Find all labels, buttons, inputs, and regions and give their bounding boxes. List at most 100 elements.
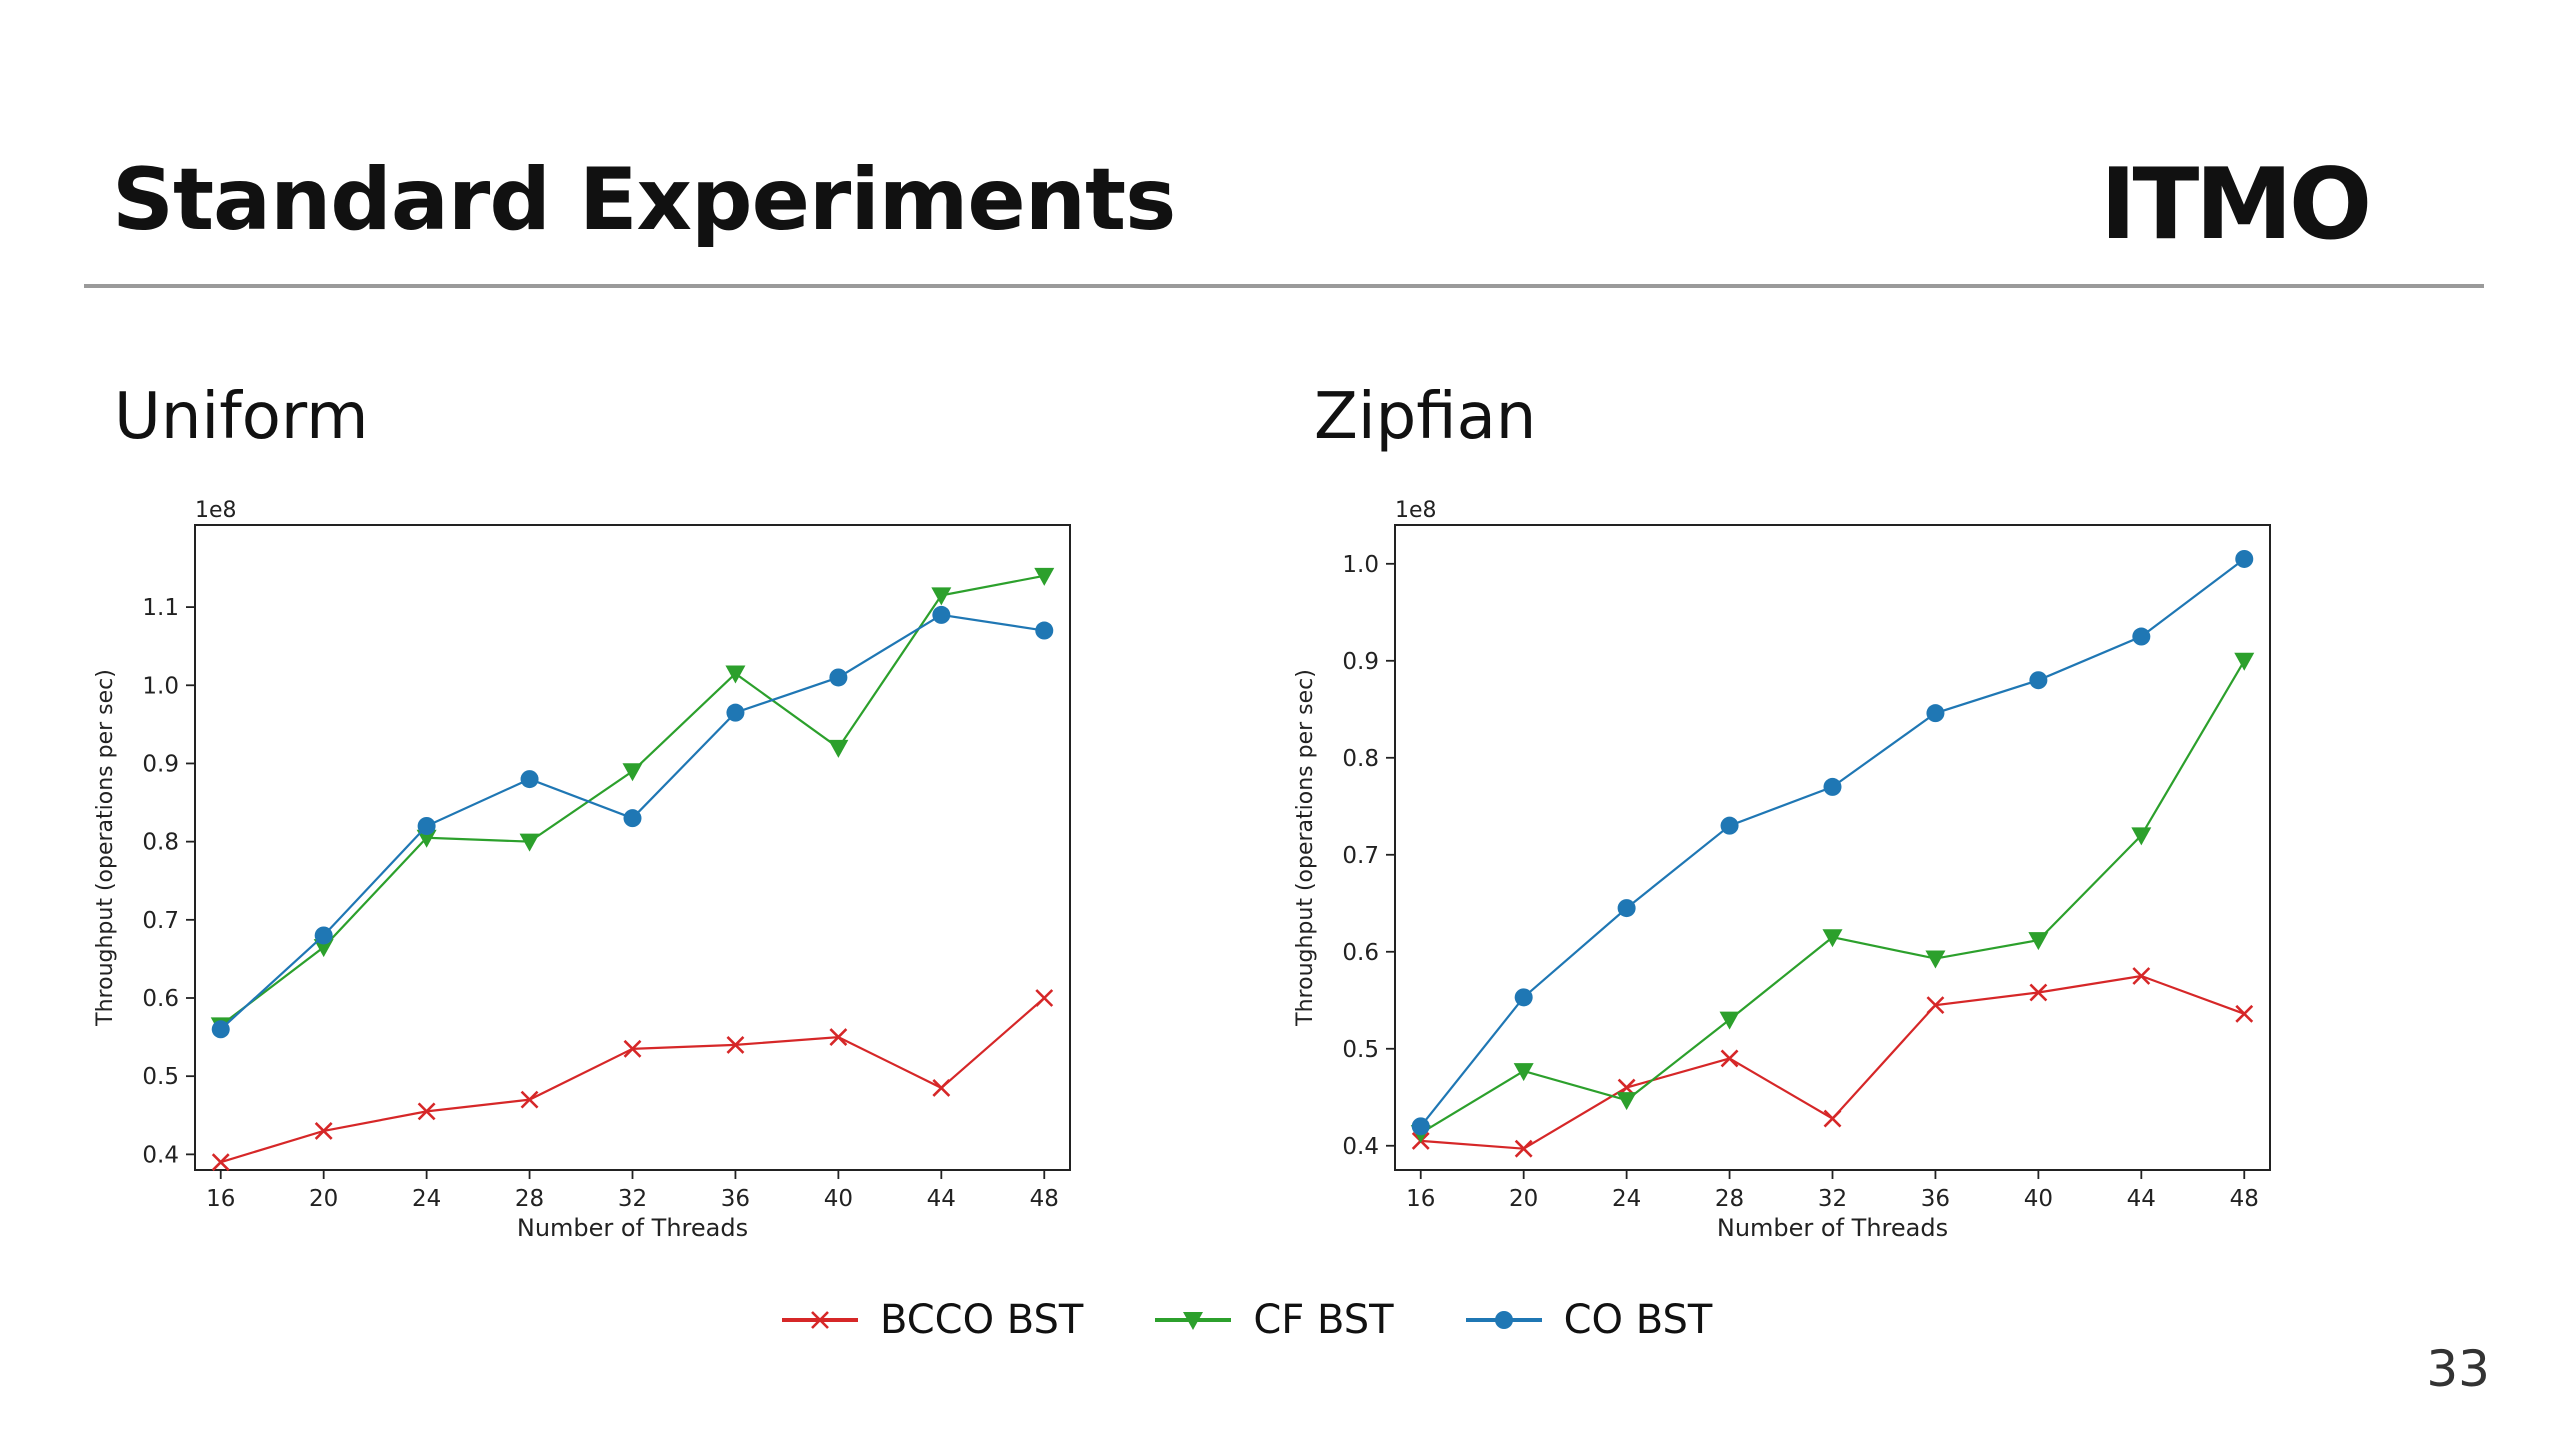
data-point-cf-bst: [519, 833, 540, 852]
y-offset-label: 1e8: [1395, 498, 1437, 523]
y-tick-label: 0.4: [1342, 1134, 1379, 1160]
data-point-bcco-bst: [1926, 996, 1945, 1015]
data-point-co-bst: [1411, 1117, 1430, 1136]
x-tick-label: 16: [206, 1186, 235, 1212]
uniform-chart-title: Uniform: [114, 380, 369, 454]
data-point-bcco-bst: [1514, 1139, 1533, 1158]
data-point-co-bst: [2235, 549, 2254, 568]
y-offset-label: 1e8: [195, 498, 237, 523]
data-point-cf-bst: [931, 587, 952, 606]
y-axis-label: Throughput (operations per sec): [1293, 669, 1318, 1027]
legend-swatch-bcco: [782, 1311, 858, 1329]
series-cf-bst: [1410, 652, 2255, 1144]
y-tick-label: 0.6: [1342, 940, 1379, 966]
data-point-co-bst: [1720, 816, 1739, 835]
data-point-bcco-bst: [211, 1153, 230, 1172]
y-tick-label: 0.7: [142, 908, 179, 934]
data-point-cf-bst: [1513, 1063, 1534, 1082]
legend-label-co: CO BST: [1563, 1297, 1713, 1343]
data-point-cf-bst: [1034, 567, 1055, 586]
x-tick-label: 48: [1030, 1186, 1059, 1212]
data-point-co-bst: [932, 605, 951, 624]
data-point-co-bst: [726, 703, 745, 722]
series-line-bcco-bst: [1420, 974, 2245, 1150]
data-point-cf-bst: [2234, 652, 2255, 671]
x-tick-label: 32: [618, 1186, 647, 1212]
data-point-bcco-bst: [623, 1039, 642, 1058]
data-point-bcco-bst: [932, 1078, 951, 1097]
y-tick-label: 0.7: [1342, 843, 1379, 869]
series-line-co-bst: [1419, 558, 2245, 1128]
data-point-cf-bst: [622, 763, 643, 782]
chart-legend: BCCO BST CF BST CO BST: [780, 1290, 1712, 1350]
zipfian-chart: 1e8 16 20 24 28 32 36 40 44 48 0.4 0.5 0.6 0.7 0.8 0.9 1…: [1290, 490, 2370, 1254]
data-point-cf-bst: [725, 665, 746, 684]
chart-0-svg: 1e8 16 20 24 28 32 36 40 44 48 0.4 0.5 0.6 0.7 0.8 0.9 1…: [93, 498, 1071, 1242]
y-tick-label: 0.9: [142, 751, 179, 777]
itmo-logo: ITMO: [2100, 148, 2372, 262]
data-point-bcco-bst: [417, 1102, 436, 1121]
x-tick-label: 40: [2024, 1186, 2053, 1212]
y-tick-label: 1.0: [142, 673, 179, 699]
data-point-bcco-bst: [520, 1090, 539, 1109]
data-point-bcco-bst: [2235, 1004, 2254, 1023]
x-tick-label: 20: [1509, 1186, 1538, 1212]
y-tick-label: 0.9: [1342, 649, 1379, 675]
data-point-co-bst: [417, 817, 436, 835]
series-cf-bst: [210, 567, 1055, 1036]
x-tick-label: 20: [309, 1186, 338, 1212]
legend-marker-bcco-bst: [811, 1311, 829, 1329]
y-tick-label: 1.1: [142, 595, 179, 621]
x-axis-label: Number of Threads: [1717, 1214, 1948, 1242]
legend-item-cf: CF BST: [1153, 1297, 1394, 1343]
legend-marker-cf-bst: [1183, 1312, 1204, 1330]
x-tick-label: 44: [2127, 1186, 2156, 1212]
x-tick-label: 24: [412, 1186, 441, 1212]
series-co-bst: [211, 605, 1054, 1039]
y-tick-label: 0.5: [1342, 1037, 1379, 1063]
x-tick-label: 28: [515, 1186, 544, 1212]
data-point-co-bst: [623, 809, 642, 828]
data-point-cf-bst: [2131, 827, 2152, 846]
legend-marker-co-bst: [1494, 1311, 1513, 1329]
header-divider: [84, 284, 2484, 288]
x-tick-label: 40: [824, 1186, 853, 1212]
data-point-bcco-bst: [314, 1121, 333, 1140]
data-point-cf-bst: [1925, 950, 1946, 969]
x-tick-label: 16: [1406, 1186, 1435, 1212]
data-point-co-bst: [520, 770, 539, 789]
x-tick-label: 36: [1921, 1186, 1950, 1212]
data-point-co-bst: [1035, 621, 1054, 640]
legend-item-bcco: BCCO BST: [780, 1297, 1083, 1343]
data-point-cf-bst: [313, 939, 334, 958]
data-point-cf-bst: [2028, 932, 2049, 951]
y-tick-label: 0.4: [142, 1142, 179, 1168]
uniform-chart: 1e8 16 20 24 28 32 36 40 44 48 0.4 0.5 0.6 0.7 0.8 0.9 1…: [90, 490, 1170, 1254]
slide-title: Standard Experiments: [112, 150, 1176, 250]
series-co-bst: [1411, 549, 2254, 1136]
data-point-bcco-bst: [2029, 983, 2048, 1002]
legend-label-cf: CF BST: [1253, 1297, 1394, 1343]
data-point-bcco-bst: [1823, 1109, 1842, 1128]
y-tick-label: 0.5: [142, 1064, 179, 1090]
x-axis-label: Number of Threads: [517, 1214, 748, 1242]
data-point-co-bst: [1617, 899, 1636, 918]
zipfian-chart-title: Zipfian: [1314, 380, 1537, 454]
data-point-co-bst: [1926, 704, 1945, 723]
data-point-cf-bst: [1616, 1092, 1637, 1111]
y-tick-label: 0.8: [1342, 746, 1379, 772]
legend-item-co: CO BST: [1464, 1297, 1713, 1343]
data-point-co-bst: [211, 1020, 230, 1039]
y-tick-label: 1.0: [1342, 552, 1379, 578]
data-point-bcco-bst: [829, 1028, 848, 1047]
x-tick-label: 44: [927, 1186, 956, 1212]
data-point-cf-bst: [1822, 929, 1843, 948]
y-tick-label: 0.6: [142, 986, 179, 1012]
data-point-bcco-bst: [2132, 967, 2151, 985]
x-tick-label: 36: [721, 1186, 750, 1212]
series-line-cf-bst: [220, 574, 1045, 1027]
page-number: 33: [2426, 1340, 2490, 1398]
data-point-co-bst: [1514, 988, 1533, 1007]
series-line-cf-bst: [1420, 660, 2246, 1135]
data-point-cf-bst: [1719, 1011, 1740, 1030]
